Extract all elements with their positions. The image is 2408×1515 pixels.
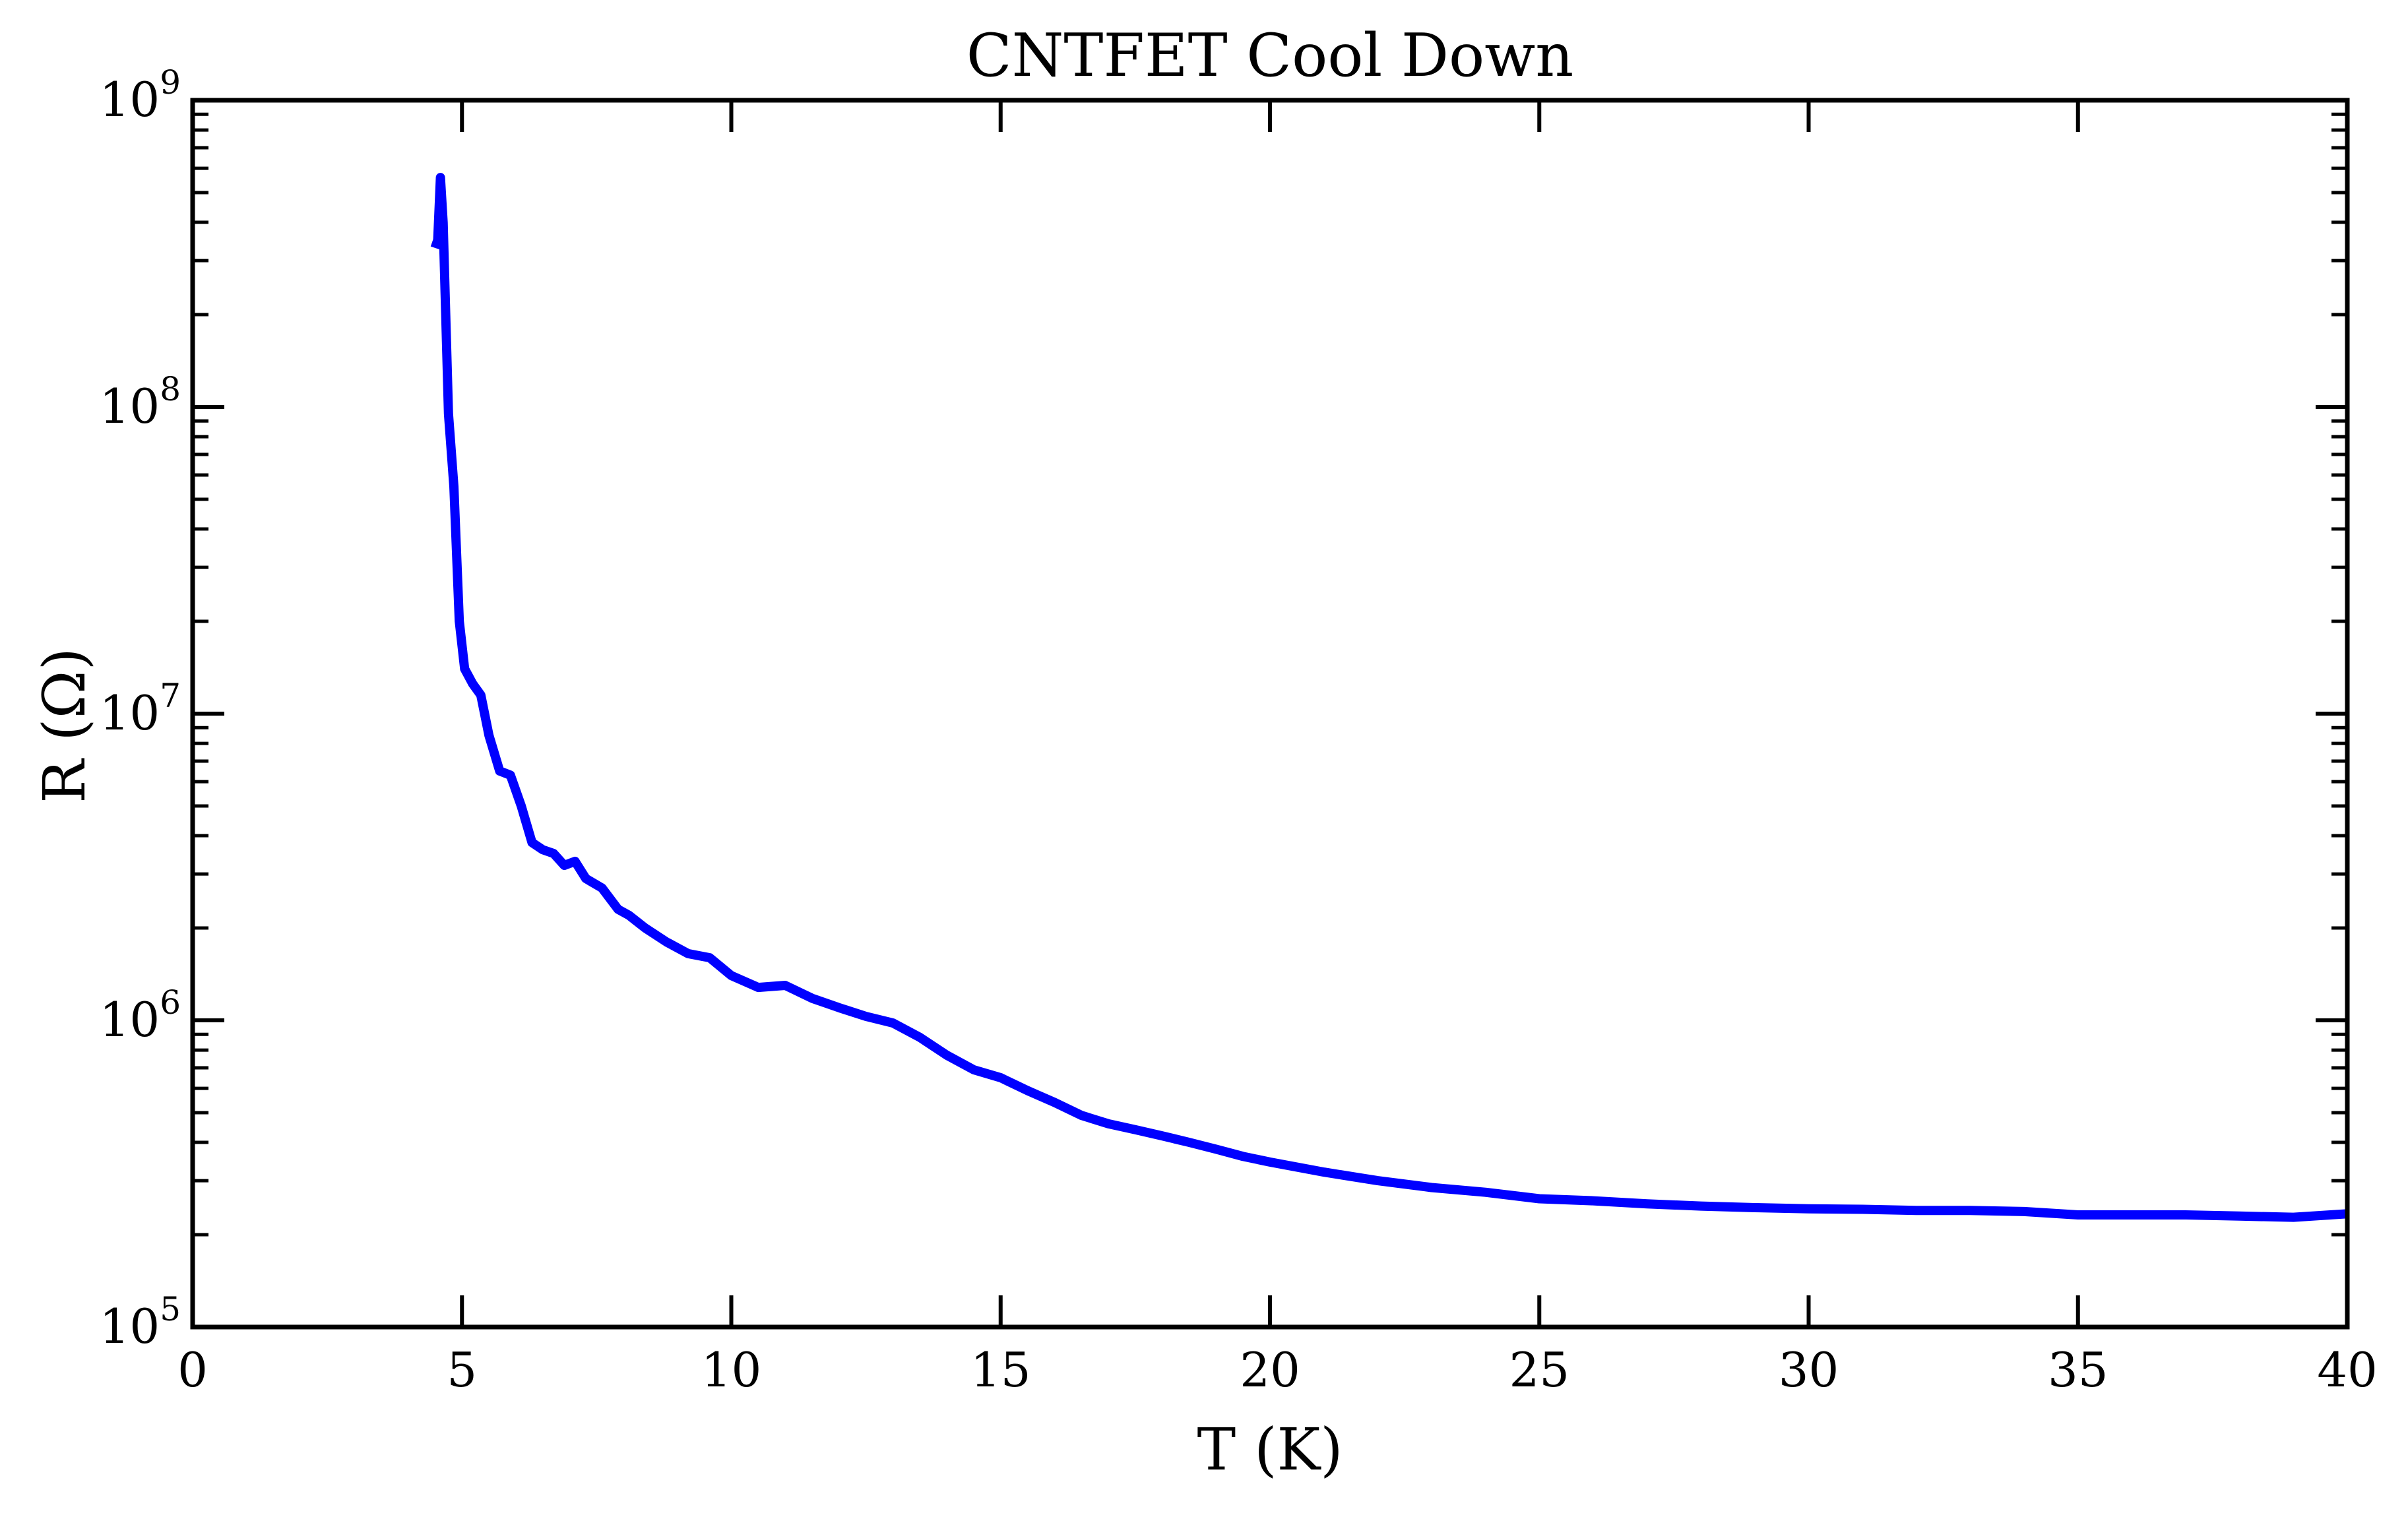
series-line-0 bbox=[430, 173, 2348, 1222]
chart-title: CNTFET Cool Down bbox=[966, 21, 1573, 90]
y-tick-label: 107 bbox=[100, 677, 181, 741]
x-tick-label: 0 bbox=[177, 1342, 208, 1398]
x-tick-label: 25 bbox=[1509, 1342, 1569, 1398]
x-tick-label: 30 bbox=[1779, 1342, 1839, 1398]
series-layer bbox=[430, 173, 2348, 1222]
x-axis-label: T (K) bbox=[1197, 1415, 1343, 1483]
y-tick-label: 109 bbox=[100, 63, 181, 127]
x-tick-label: 10 bbox=[701, 1342, 762, 1398]
plot-frame bbox=[190, 98, 2350, 1330]
x-tick-label: 15 bbox=[970, 1342, 1031, 1398]
x-tick-label: 5 bbox=[447, 1342, 477, 1398]
y-tick-labels: 105 106 107 108 109 bbox=[100, 63, 181, 1354]
y-axis-label: R (Ω) bbox=[30, 648, 98, 803]
y-tick-label: 105 bbox=[100, 1290, 181, 1354]
x-tick-labels: 0 5 10 15 20 25 30 35 40 bbox=[177, 1342, 2378, 1398]
y-tick-label: 108 bbox=[100, 370, 181, 434]
axis-ticks bbox=[191, 98, 2349, 1329]
x-tick-label: 40 bbox=[2317, 1342, 2378, 1398]
x-tick-label: 35 bbox=[2048, 1342, 2108, 1398]
x-tick-label: 20 bbox=[1240, 1342, 1300, 1398]
y-tick-label: 106 bbox=[100, 983, 181, 1047]
